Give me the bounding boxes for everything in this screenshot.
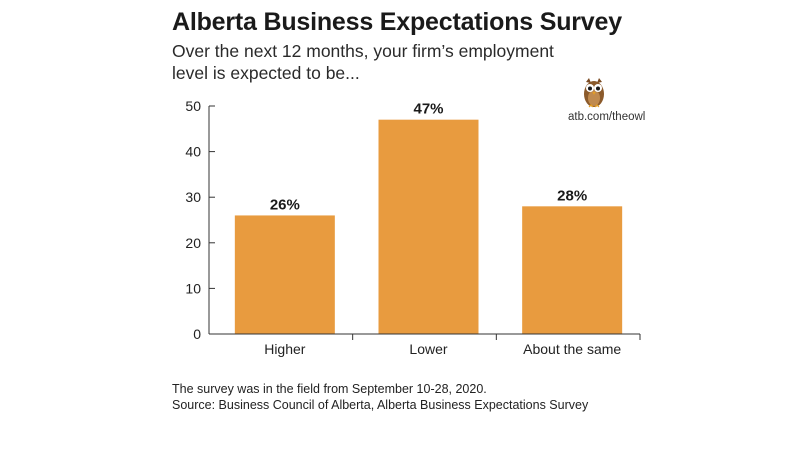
bar <box>378 119 479 335</box>
owl-icon <box>584 78 604 108</box>
subtitle-line-1: Over the next 12 months, your firm’s emp… <box>172 41 554 61</box>
y-tick-label: 0 <box>193 326 201 342</box>
y-tick-label: 30 <box>185 189 201 205</box>
footnotes: The survey was in the field from Septemb… <box>172 381 588 413</box>
x-tick-label: About the same <box>523 341 621 357</box>
y-tick-label: 10 <box>185 280 201 296</box>
bar <box>522 206 623 334</box>
chart-subtitle: Over the next 12 months, your firm’s emp… <box>172 40 612 84</box>
bar <box>234 215 335 334</box>
chart-title: Alberta Business Expectations Survey <box>172 8 622 36</box>
data-label: 28% <box>557 187 587 204</box>
x-tick-label: Higher <box>264 341 306 357</box>
data-label: 26% <box>270 196 300 213</box>
field-dates-note: The survey was in the field from Septemb… <box>172 382 487 396</box>
subtitle-line-2: level is expected to be... <box>172 63 360 83</box>
y-tick-label: 50 <box>185 98 201 114</box>
credit-link: atb.com/theowl <box>568 111 646 123</box>
source-note: Source: Business Council of Alberta, Alb… <box>172 398 589 412</box>
y-tick-label: 40 <box>185 144 201 160</box>
data-label: 47% <box>413 101 443 118</box>
y-tick-label: 20 <box>185 235 201 251</box>
x-tick-label: Lower <box>409 341 447 357</box>
